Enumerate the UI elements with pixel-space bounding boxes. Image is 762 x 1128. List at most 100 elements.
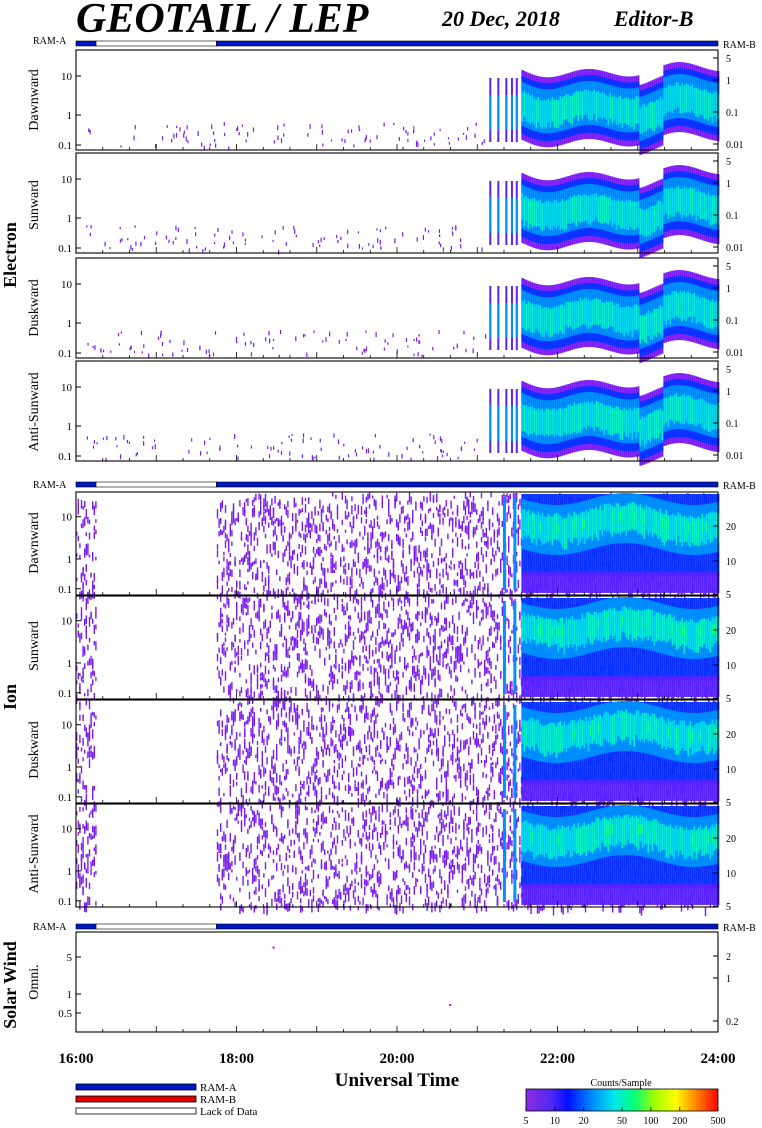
electron-anti-sunward-panel: 10 1 0.1 5 1 0.1 0.01	[58, 360, 744, 466]
ram-legend: RAM-A RAM-B Lack of Data	[75, 1082, 258, 1118]
y2-tick-label: 20	[726, 834, 736, 845]
y-tick-label: 1	[67, 554, 73, 566]
y-tick-label: 5	[67, 952, 73, 964]
solar-ram-left-label: RAM-A	[33, 922, 67, 933]
ion-duskward-panel: 10 1 0.1 20 10 5	[58, 699, 736, 813]
y2-tick-label: 20	[726, 626, 736, 637]
y2-tick-label: 0.1	[726, 108, 739, 119]
plot-date: 20 Dec, 2018	[441, 6, 560, 31]
legend-label-ram-a: RAM-A	[200, 1082, 237, 1094]
y2-tick-label: 10	[726, 557, 736, 568]
ram-segment-ram-a	[75, 923, 97, 930]
y2-tick-label: 5	[726, 262, 731, 273]
legend-swatch-ram-a	[75, 1083, 197, 1091]
y-tick-label: 0.1	[58, 792, 72, 804]
y-tick-label: 0.5	[58, 1008, 72, 1020]
ram-segment-no-data	[95, 481, 217, 488]
y2-tick-label: 0.1	[726, 419, 739, 430]
x-axis: 16:00 18:00 20:00 22:00 24:00 Universal …	[59, 1051, 736, 1091]
y2-tick-label: 0.1	[726, 211, 739, 222]
y2-tick-label: 5	[726, 902, 731, 913]
electron-dawnward-label: Dawnward	[27, 69, 42, 130]
y2-tick-label: 2	[726, 952, 731, 963]
y-tick-label: 1	[67, 762, 73, 774]
y-tick-label: 1	[67, 213, 73, 225]
y-tick-label: 0.1	[58, 348, 72, 360]
solar-wind-point	[272, 946, 275, 949]
y2-tick-label: 5	[726, 798, 731, 809]
solar-ram-right-label: RAM-B	[723, 923, 756, 934]
y-tick-label: 0.1	[58, 688, 72, 700]
y2-tick-label: 1	[726, 387, 731, 398]
y2-tick-label: 20	[726, 522, 736, 533]
ion-duskward-label: Duskward	[27, 721, 42, 779]
y2-tick-label: 5	[726, 54, 731, 65]
ram-segment-no-data	[95, 923, 217, 930]
y2-tick-label: 1	[726, 284, 731, 295]
ion-dawnward-panel: 10 1 0.1 20 10 5	[58, 491, 736, 605]
y2-tick-label: 0.1	[726, 316, 739, 327]
plot-title: GEOTAIL / LEP	[76, 0, 369, 42]
electron-sunward-panel: 10 1 0.1 5 1 0.1 0.01	[58, 152, 744, 258]
ion-anti-sunward-label: Anti-Sunward	[27, 814, 42, 893]
y2-tick-label: 0.01	[726, 243, 744, 254]
colorbar-tick-label: 50	[617, 1116, 627, 1127]
ram-segment-ram-a	[216, 923, 719, 930]
electron-duskward-label: Duskward	[27, 279, 42, 337]
electron-sunward-label: Sunward	[27, 180, 42, 230]
electron-ram-left-label: RAM-A	[33, 36, 67, 47]
x-tick-label: 18:00	[219, 1051, 254, 1067]
y-tick-label: 0.1	[58, 896, 72, 908]
y2-tick-label: 0.01	[726, 451, 744, 462]
y-tick-label: 10	[61, 512, 73, 524]
y2-tick-label: 10	[726, 661, 736, 672]
ion-section-label: Ion	[0, 684, 20, 710]
ram-segment-no-data	[95, 40, 217, 47]
colorbar-tick-label: 20	[579, 1116, 589, 1127]
y-tick-label: 10	[61, 616, 73, 628]
electron-dawnward-panel: 10 1 0.1 5 1 0.1 0.01	[58, 49, 744, 155]
y-tick-label: 0.1	[58, 243, 72, 255]
solar-wind-section-label: Solar Wind	[0, 941, 20, 1029]
electron-duskward-panel: 10 1 0.1 5 1 0.1 0.01	[58, 257, 744, 363]
solar-ram-bar	[75, 923, 719, 930]
y-tick-label: 10	[61, 720, 73, 732]
electron-section-label: Electron	[0, 222, 20, 288]
y-tick-label: 1	[67, 318, 73, 330]
ion-sunward-panel: 10 1 0.1 20 10 5	[58, 595, 736, 708]
y2-tick-label: 5	[726, 590, 731, 601]
y-tick-label: 1	[67, 658, 73, 670]
y-tick-label: 0.1	[58, 451, 72, 463]
y-tick-label: 10	[61, 71, 73, 83]
ram-segment-ram-a	[216, 40, 719, 47]
ram-segment-ram-a	[75, 40, 97, 47]
solar-panel-frame	[75, 931, 719, 1033]
y2-tick-label: 5	[726, 694, 731, 705]
solar-wind-point	[449, 1004, 452, 1007]
y-tick-label: 1	[67, 421, 73, 433]
ion-dawnward-label: Dawnward	[27, 512, 42, 573]
x-tick-label: 16:00	[59, 1051, 94, 1067]
electron-ram-right-label: RAM-B	[723, 40, 756, 51]
ram-segment-ram-a	[216, 481, 719, 488]
y-tick-label: 10	[61, 382, 73, 394]
colorbar-tick-label: 5	[524, 1116, 529, 1127]
y2-tick-label: 20	[726, 730, 736, 741]
colorbar-title: Counts/Sample	[590, 1078, 652, 1089]
y-tick-label: 0.1	[58, 140, 72, 152]
solar-omni-label: Omni.	[27, 964, 42, 999]
ion-ram-left-label: RAM-A	[33, 480, 67, 491]
y-tick-label: 1	[67, 989, 73, 1001]
y-tick-label: 1	[67, 866, 73, 878]
legend-swatch-lack-of-data	[75, 1107, 197, 1115]
ion-ram-right-label: RAM-B	[723, 481, 756, 492]
x-tick-label: 20:00	[380, 1051, 415, 1067]
colorbar-tick-label: 10	[550, 1116, 560, 1127]
electron-ram-bar	[75, 40, 719, 47]
y-tick-label: 10	[61, 824, 73, 836]
ion-sunward-label: Sunward	[27, 621, 42, 671]
colorbar: Counts/Sample 5 10 20 50 100 200 500	[524, 1078, 726, 1127]
y-tick-label: 0.1	[58, 584, 72, 596]
solar-omni-panel: 5 1 0.5 2 1 0.2	[58, 931, 739, 1033]
